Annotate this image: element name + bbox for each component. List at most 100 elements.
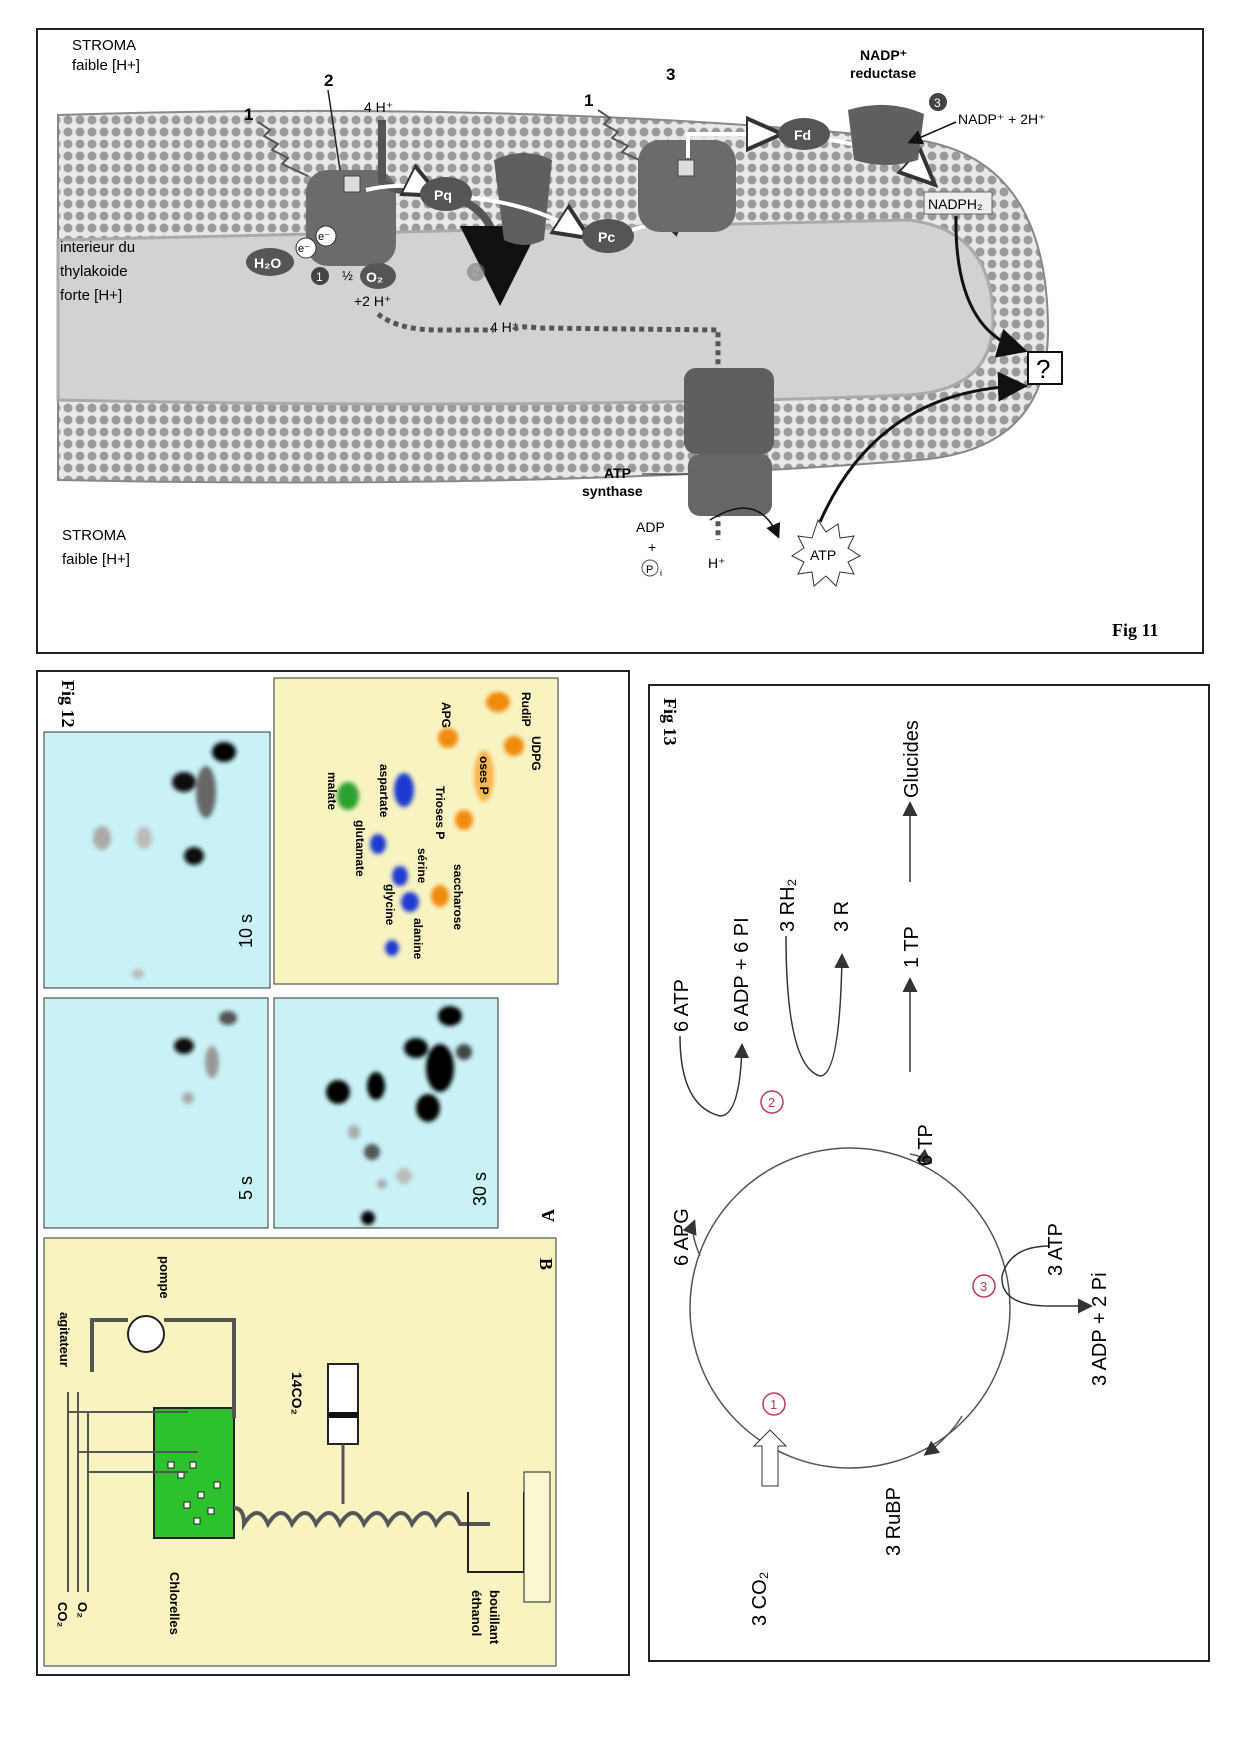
tp6-label: 6 TP bbox=[915, 1124, 937, 1166]
ferredoxin bbox=[778, 118, 830, 150]
co2-14-label: 14CO₂ bbox=[289, 1372, 305, 1415]
pi-sub: i bbox=[660, 568, 662, 578]
label-b: B bbox=[536, 1258, 556, 1270]
fig13-diagram: Fig 13 6 APG 6 TP 3 RuBP 3 CO₂ 1 2 3 6 A… bbox=[660, 698, 1111, 1626]
pump-label: pompe bbox=[157, 1256, 172, 1299]
atp-synthase-label-1: ATP bbox=[604, 465, 631, 481]
coil-tubing bbox=[233, 1506, 490, 1531]
water-label: H₂O bbox=[254, 255, 281, 271]
spot-glutamate: glutamate bbox=[353, 820, 367, 877]
stroma-bottom-2: faible [H+] bbox=[62, 551, 130, 568]
spot-malate: malate bbox=[325, 772, 339, 810]
apg6-label: 6 APG bbox=[671, 1208, 693, 1266]
pump bbox=[127, 1315, 165, 1353]
atp-synthase-top bbox=[684, 368, 774, 454]
fig11-label: Fig 11 bbox=[1112, 620, 1159, 640]
nadph-label: NADPH₂ bbox=[928, 196, 982, 212]
chromatogram-30s bbox=[273, 997, 499, 1229]
stroma-top-2: faible [H+] bbox=[72, 57, 140, 74]
syringe bbox=[327, 1363, 359, 1445]
co2-label: CO₂ bbox=[55, 1602, 70, 1628]
spot-oses-p: oses P bbox=[477, 756, 491, 795]
plastocyanin bbox=[582, 219, 634, 253]
light-number-1b: 1 bbox=[584, 91, 593, 110]
h-out-label: 4 H⁺ bbox=[490, 319, 519, 335]
circle-1: 1 bbox=[316, 270, 323, 284]
fig11-diagram: STROMA faible [H+] interieur du thylakoi… bbox=[56, 37, 1159, 640]
nadp-reductase-label-2: reductase bbox=[850, 65, 916, 81]
pq-label: Pq bbox=[434, 187, 452, 203]
step-2: 2 bbox=[768, 1095, 775, 1110]
spot-glycine: glycine bbox=[383, 884, 397, 926]
label-a: A bbox=[538, 1209, 558, 1222]
h-final-label: H⁺ bbox=[708, 555, 726, 571]
tp1-label: 1 TP bbox=[901, 926, 923, 968]
spot-saccharose: saccharose bbox=[451, 864, 465, 930]
atp-label: ATP bbox=[810, 547, 836, 563]
nadph-box bbox=[923, 191, 993, 215]
atp6-label: 6 ATP bbox=[671, 979, 693, 1032]
r3-label: 3 R bbox=[831, 901, 853, 932]
glucides-label: Glucides bbox=[901, 720, 923, 798]
fig12-panel: Fig 12 10 s malate aspartate glutamate g… bbox=[36, 670, 630, 1676]
ethanol-label-2: bouillant bbox=[487, 1590, 502, 1645]
fig12-label: Fig 12 bbox=[58, 680, 78, 728]
circle-3: 3 bbox=[934, 96, 941, 110]
spot-key-panel bbox=[273, 677, 559, 985]
rubp-label: 3 RuBP bbox=[883, 1487, 905, 1556]
question-label: ? bbox=[1036, 354, 1050, 384]
number-3: 3 bbox=[666, 65, 675, 84]
proton-dotted-path bbox=[376, 311, 721, 540]
oxygen-molecule bbox=[360, 263, 396, 289]
atp-synthase-bottom bbox=[688, 454, 772, 516]
fig12-diagram: Fig 12 10 s malate aspartate glutamate g… bbox=[43, 677, 559, 1667]
h-in-label: 4 H⁺ bbox=[364, 99, 393, 115]
spot-alanine: alanine bbox=[411, 918, 425, 960]
nadp-plus-label: NADP⁺ + 2H⁺ bbox=[958, 111, 1046, 127]
light-bolt-1b bbox=[597, 109, 649, 165]
fd-label: Fd bbox=[794, 127, 811, 143]
spot-apg: APG bbox=[439, 702, 453, 728]
spot-serine: sérine bbox=[415, 848, 429, 884]
interior-1: interieur du bbox=[60, 239, 135, 256]
co2-label: 3 CO₂ bbox=[749, 1572, 771, 1626]
time-10s: 10 s bbox=[236, 914, 256, 948]
time-5s: 5 s bbox=[236, 1176, 256, 1200]
thylakoid-lumen bbox=[56, 218, 995, 406]
tubing-inlets bbox=[67, 1392, 198, 1592]
plastoquinone bbox=[420, 177, 472, 211]
atp-starburst bbox=[791, 518, 861, 587]
atp3-label: 3 ATP bbox=[1045, 1223, 1067, 1276]
electron-1: e⁻ bbox=[298, 243, 310, 255]
spot-rudip: RudiP bbox=[519, 692, 533, 727]
nadp-reductase-label-1: NADP⁺ bbox=[860, 47, 907, 63]
adp-plus: + bbox=[648, 539, 656, 555]
calvin-cycle bbox=[689, 1147, 1011, 1469]
stroma-bottom-1: STROMA bbox=[62, 527, 126, 544]
interior-3: forte [H+] bbox=[60, 287, 122, 304]
ethanol-label-1: éthanol bbox=[469, 1590, 484, 1636]
adp6-label: 6 ADP + 6 PI bbox=[731, 917, 753, 1032]
water-molecule bbox=[246, 248, 294, 276]
pc-label: Pc bbox=[598, 229, 615, 245]
step-1: 1 bbox=[770, 1397, 777, 1412]
nadp-reductase-enzyme bbox=[848, 104, 924, 165]
co2-arrow bbox=[752, 1429, 788, 1487]
adp-label: ADP bbox=[636, 519, 665, 535]
rh2-label: 3 RH₂ bbox=[777, 879, 799, 932]
pi-label: P bbox=[646, 564, 653, 576]
o2-label: O₂ bbox=[366, 269, 383, 285]
cytochrome-complex bbox=[494, 153, 552, 245]
interior-2: thylakoide bbox=[60, 263, 128, 280]
number-2: 2 bbox=[324, 71, 333, 90]
chromatogram-5s bbox=[43, 997, 269, 1229]
light-number-1a: 1 bbox=[244, 105, 253, 124]
spot-udpg: UDPG bbox=[529, 736, 543, 771]
h-plus-2-label: +2 H⁺ bbox=[354, 293, 391, 309]
fig13-label: Fig 13 bbox=[660, 698, 680, 746]
question-box bbox=[1027, 351, 1063, 385]
atp-synthase-label-2: synthase bbox=[582, 483, 643, 499]
stroma-top-1: STROMA bbox=[72, 37, 136, 54]
tubing-top bbox=[90, 1318, 236, 1418]
half-label: ½ bbox=[342, 268, 353, 283]
